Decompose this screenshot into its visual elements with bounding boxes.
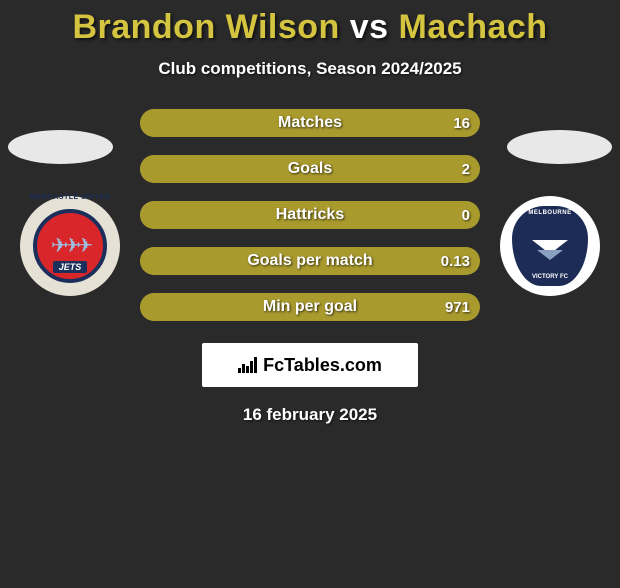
stat-bar: Min per goal971: [140, 293, 480, 321]
bar-chart-icon: [238, 357, 257, 373]
stat-bar: Matches16: [140, 109, 480, 137]
footer-brand-box: FcTables.com: [202, 343, 418, 387]
stat-bar: Hattricks0: [140, 201, 480, 229]
stat-bar: Goals per match0.13: [140, 247, 480, 275]
vs-word: vs: [350, 8, 389, 46]
comparison-title: Brandon Wilson vs Machach: [0, 8, 620, 47]
stat-label: Hattricks: [140, 206, 480, 224]
stat-label: Min per goal: [140, 298, 480, 316]
player2-name: Machach: [399, 8, 548, 46]
stat-value-right: 0.13: [441, 253, 470, 270]
footer-brand-text: FcTables.com: [263, 355, 382, 376]
stat-bar: Goals2: [140, 155, 480, 183]
stat-label: Goals: [140, 160, 480, 178]
stats-bar-list: Matches16 Goals2 Hattricks0 Goals per match…: [140, 109, 480, 321]
stat-value-right: 16: [453, 115, 470, 132]
stat-value-right: 2: [462, 161, 470, 178]
stat-value-right: 0: [462, 207, 470, 224]
stat-label: Matches: [140, 114, 480, 132]
stat-value-right: 971: [445, 299, 470, 316]
season-subtitle: Club competitions, Season 2024/2025: [0, 59, 620, 79]
comparison-date: 16 february 2025: [0, 405, 620, 425]
stat-label: Goals per match: [140, 252, 480, 270]
player1-name: Brandon Wilson: [72, 8, 339, 46]
